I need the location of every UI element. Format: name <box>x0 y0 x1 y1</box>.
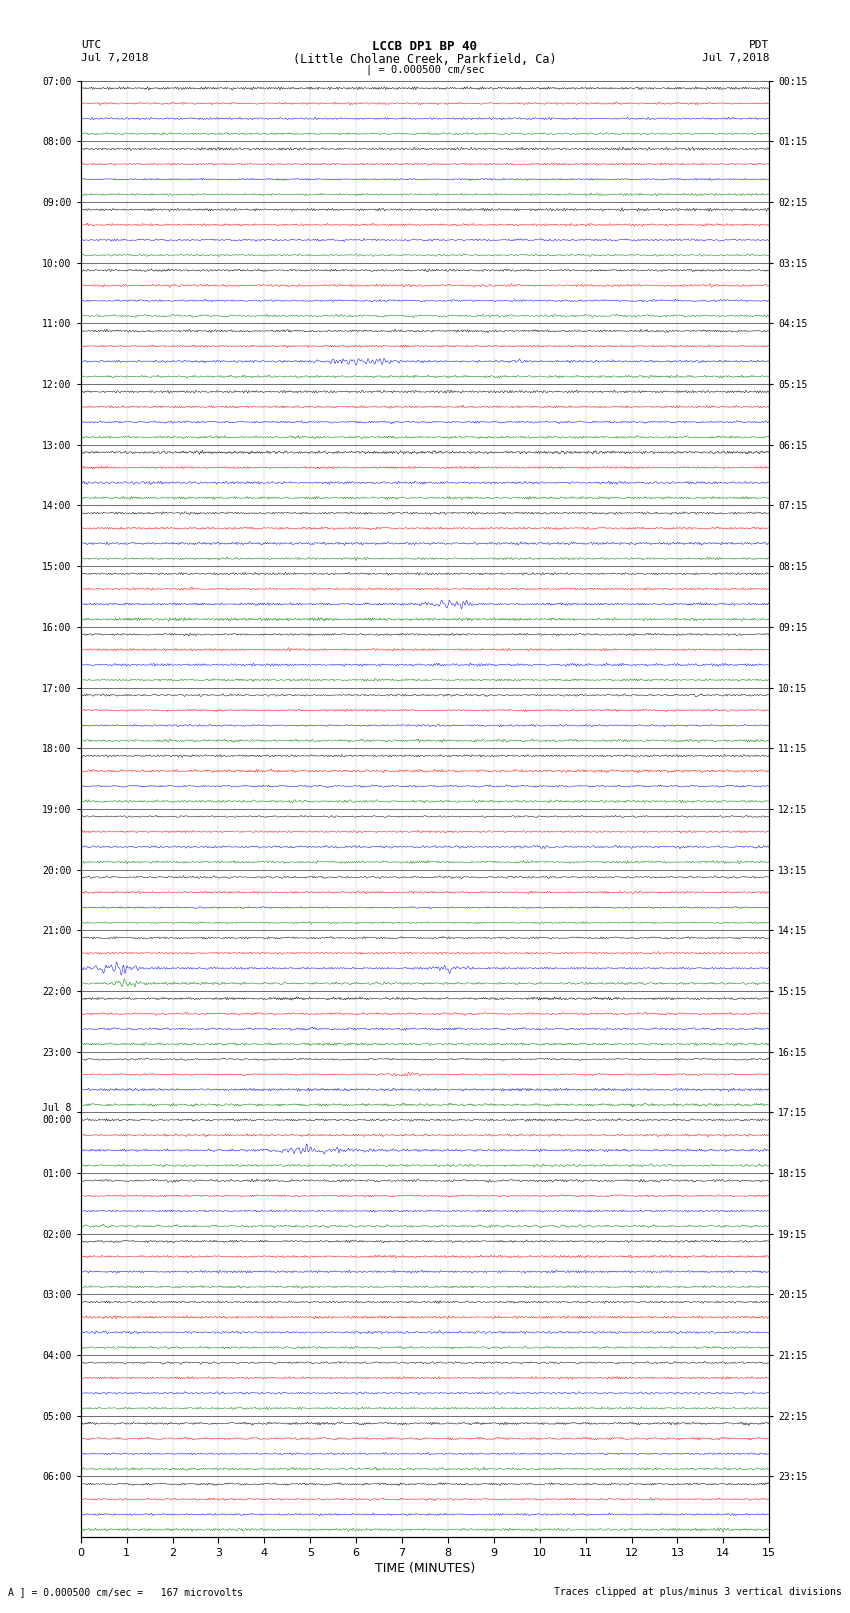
Text: | = 0.000500 cm/sec: | = 0.000500 cm/sec <box>366 65 484 76</box>
Text: A ] = 0.000500 cm/sec =   167 microvolts: A ] = 0.000500 cm/sec = 167 microvolts <box>8 1587 243 1597</box>
Text: PDT: PDT <box>749 40 769 50</box>
Text: (Little Cholane Creek, Parkfield, Ca): (Little Cholane Creek, Parkfield, Ca) <box>293 53 557 66</box>
Text: Traces clipped at plus/minus 3 vertical divisions: Traces clipped at plus/minus 3 vertical … <box>553 1587 842 1597</box>
X-axis label: TIME (MINUTES): TIME (MINUTES) <box>375 1561 475 1574</box>
Text: LCCB DP1 BP 40: LCCB DP1 BP 40 <box>372 40 478 53</box>
Text: Jul 7,2018: Jul 7,2018 <box>702 53 769 63</box>
Text: UTC: UTC <box>81 40 101 50</box>
Text: Jul 7,2018: Jul 7,2018 <box>81 53 148 63</box>
